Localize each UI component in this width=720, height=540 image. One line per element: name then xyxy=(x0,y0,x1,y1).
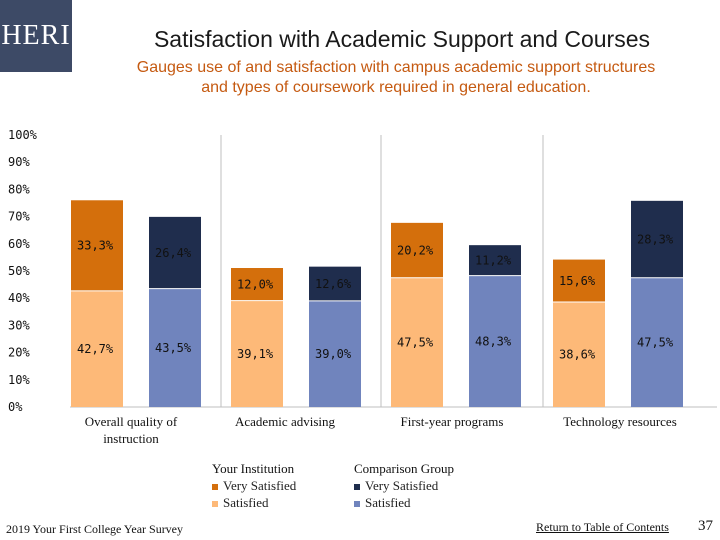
bar-very-satisfied-label: 15,6% xyxy=(559,274,596,288)
bar-satisfied xyxy=(469,275,521,407)
legend-comparison-sat-label: Satisfied xyxy=(365,495,411,510)
y-tick-label: 0% xyxy=(8,400,23,414)
swatch-institution-very xyxy=(212,484,218,491)
bar-very-satisfied-label: 12,0% xyxy=(237,277,274,291)
bar-satisfied xyxy=(71,290,123,407)
survey-name: 2019 Your First College Year Survey xyxy=(6,522,184,536)
category-label: Overall quality of xyxy=(85,414,178,429)
y-tick-label: 90% xyxy=(8,155,30,169)
legend-comparison-very-label: Very Satisfied xyxy=(365,478,439,493)
swatch-comparison-sat xyxy=(354,501,360,508)
bar-very-satisfied xyxy=(391,222,443,278)
bar-satisfied xyxy=(231,300,283,407)
bar-satisfied xyxy=(149,288,201,407)
y-tick-label: 10% xyxy=(8,373,30,387)
legend-institution-title: Your Institution xyxy=(212,461,295,476)
page-title: Satisfaction with Academic Support and C… xyxy=(153,26,651,52)
bar-satisfied-label: 48,3% xyxy=(475,334,512,348)
y-tick-label: 80% xyxy=(8,182,30,196)
bar-satisfied-label: 39,1% xyxy=(237,347,274,361)
y-tick-label: 40% xyxy=(8,291,30,305)
return-to-toc-link[interactable]: Return to Table of Contents xyxy=(536,520,669,534)
bar-satisfied-label: 42,7% xyxy=(77,342,114,356)
bar-very-satisfied-label: 20,2% xyxy=(397,243,434,257)
subtitle-line-2: and types of coursework required in gene… xyxy=(201,79,591,96)
bar-very-satisfied xyxy=(149,216,201,289)
bar-satisfied-label: 47,5% xyxy=(637,335,674,349)
page-number: 37 xyxy=(698,518,713,534)
legend-institution: Your Institution Very Satisfied Satisfie… xyxy=(212,460,296,511)
y-tick-label: 70% xyxy=(8,210,30,224)
legend-comparison-title: Comparison Group xyxy=(354,461,455,476)
bar-satisfied xyxy=(631,277,683,407)
category-label: Academic advising xyxy=(235,414,335,429)
bar-very-satisfied xyxy=(553,259,605,303)
bar-satisfied-label: 47,5% xyxy=(397,335,434,349)
bar-very-satisfied xyxy=(71,200,123,291)
bar-satisfied-label: 39,0% xyxy=(315,347,352,361)
bar-very-satisfied-label: 26,4% xyxy=(155,246,192,260)
legend-institution-sat: Satisfied xyxy=(212,494,296,511)
legend-comparison-sat: Satisfied xyxy=(354,494,454,511)
subtitle-line-1: Gauges use of and satisfaction with camp… xyxy=(136,59,656,76)
legend-institution-very-label: Very Satisfied xyxy=(223,478,297,493)
satisfaction-bar-chart: 0% 10% 20% 30% 40% 50% 60% 70% 80% 90% 100% 42,7% 33… xyxy=(8,128,717,446)
bar-very-satisfied xyxy=(309,266,361,301)
bar-satisfied-label: 38,6% xyxy=(559,348,596,362)
bar-very-satisfied xyxy=(231,268,283,301)
swatch-comparison-very xyxy=(354,484,360,491)
bar-satisfied-label: 43,5% xyxy=(155,341,192,355)
category-label: instruction xyxy=(103,431,159,446)
bar-very-satisfied xyxy=(631,200,683,278)
y-tick-label: 100% xyxy=(8,128,38,142)
heri-logo: HERI xyxy=(0,0,72,72)
bar-very-satisfied xyxy=(469,245,521,276)
category-label: Technology resources xyxy=(563,414,677,429)
category-label: First-year programs xyxy=(401,414,504,429)
y-tick-label: 50% xyxy=(8,264,30,278)
bar-satisfied xyxy=(309,300,361,407)
logo-text: HERI xyxy=(1,20,71,51)
y-tick-label: 20% xyxy=(8,346,30,360)
legend-comparison: Comparison Group Very Satisfied Satisfie… xyxy=(354,460,454,511)
y-tick-label: 30% xyxy=(8,318,30,332)
bar-very-satisfied-label: 33,3% xyxy=(77,239,114,253)
legend-institution-sat-label: Satisfied xyxy=(223,495,269,510)
bar-very-satisfied-label: 12,6% xyxy=(315,277,352,291)
legend-institution-very: Very Satisfied xyxy=(212,477,296,494)
bar-satisfied xyxy=(553,302,605,407)
bar-very-satisfied-label: 11,2% xyxy=(475,253,512,267)
bar-very-satisfied-label: 28,3% xyxy=(637,232,674,246)
legend-comparison-very: Very Satisfied xyxy=(354,477,454,494)
swatch-institution-sat xyxy=(212,501,218,508)
page-subtitle: Gauges use of and satisfaction with camp… xyxy=(80,58,712,98)
y-tick-label: 60% xyxy=(8,237,30,251)
bar-satisfied xyxy=(391,277,443,407)
